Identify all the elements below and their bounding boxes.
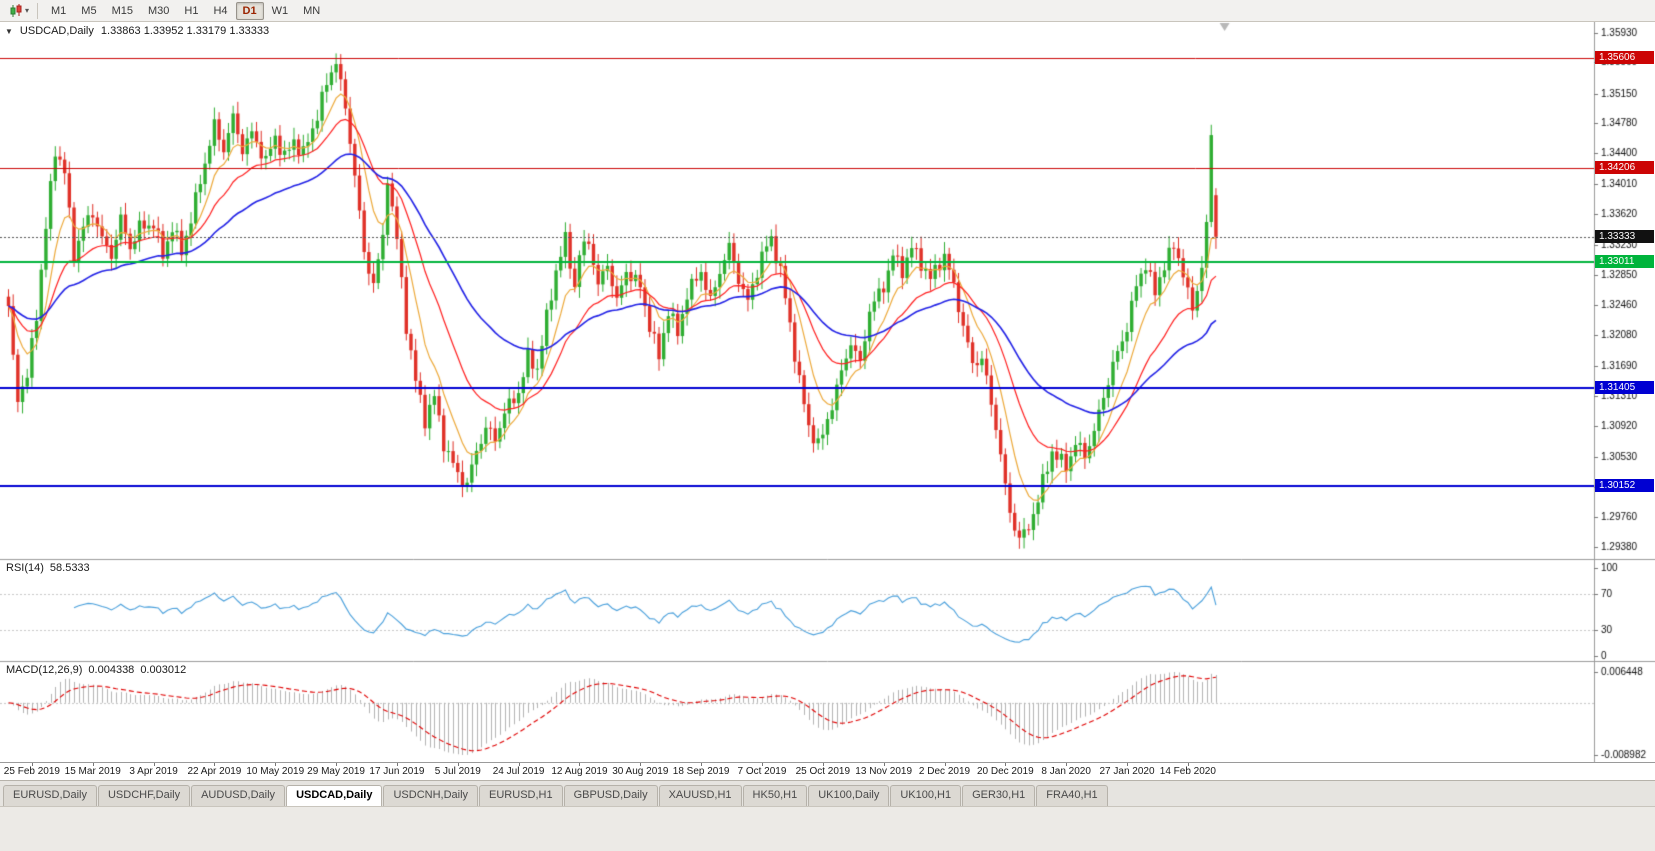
chart-tab-ger30-h1[interactable]: GER30,H1	[962, 785, 1036, 806]
chart-ohlc-values: 1.33863 1.33952 1.33179 1.33333	[100, 25, 270, 37]
date-tick-label: 18 Sep 2019	[672, 766, 730, 777]
chart-area: ▼ USDCAD,Daily 1.33863 1.33952 1.33179 1…	[0, 22, 1655, 762]
chart-tool-dropdown[interactable]: ▾	[5, 2, 33, 20]
price-chart-canvas[interactable]	[0, 22, 1655, 762]
status-bar	[0, 806, 1655, 851]
chart-tab-uk100-daily[interactable]: UK100,Daily	[808, 785, 890, 806]
candlestick-chart-icon	[10, 3, 22, 17]
timeframe-button-m1[interactable]: M1	[51, 4, 67, 17]
chart-tab-eurusd-daily[interactable]: EURUSD,Daily	[3, 785, 97, 806]
price-line-badge[interactable]: 1.30152	[1595, 479, 1654, 493]
date-tick-mark	[214, 763, 215, 766]
date-tick-mark	[336, 763, 337, 766]
date-tick-mark	[519, 763, 520, 766]
date-tick-mark	[154, 763, 155, 766]
date-tick-label: 24 Jul 2019	[492, 766, 545, 777]
timeframe-button-w1[interactable]: W1	[271, 4, 289, 17]
timeframe-button-m5[interactable]: M5	[81, 4, 97, 17]
timeframe-button-mn[interactable]: MN	[303, 4, 321, 17]
date-tick-label: 13 Nov 2019	[855, 766, 913, 777]
date-tick-mark	[275, 763, 276, 766]
date-tick-mark	[640, 763, 641, 766]
chart-tabs-bar: EURUSD,Daily USDCHF,Daily AUDUSD,Daily USDC…	[0, 780, 1655, 806]
date-tick-label: 3 Apr 2019	[129, 766, 178, 777]
date-tick-mark	[458, 763, 459, 766]
price-line-badge[interactable]: 1.33011	[1595, 255, 1654, 269]
date-tick-mark	[1188, 763, 1189, 766]
date-tick-label: 30 Aug 2019	[612, 766, 669, 777]
time-axis[interactable]: 25 Feb 2019 15 Mar 2019 3 Apr 2019 22 Apr 2…	[0, 762, 1655, 780]
price-line-badge[interactable]: 1.31405	[1595, 381, 1654, 395]
date-tick-label: 8 Jan 2020	[1041, 766, 1091, 777]
rsi-indicator-label: RSI(14) 58.5333	[6, 562, 90, 574]
chart-tab-usdcad-daily[interactable]: USDCAD,Daily	[286, 785, 383, 806]
collapse-chart-icon[interactable]: ▼	[5, 26, 13, 36]
date-tick-label: 10 May 2019	[246, 766, 305, 777]
toolbar-separator	[37, 2, 39, 19]
date-tick-mark	[1005, 763, 1006, 766]
chart-tab-usdchf-daily[interactable]: USDCHF,Daily	[97, 785, 191, 806]
chart-tab-usdcnh-daily[interactable]: USDCNH,Daily	[383, 785, 479, 806]
date-tick-label: 7 Oct 2019	[737, 766, 787, 777]
date-tick-mark	[945, 763, 946, 766]
date-tick-label: 22 Apr 2019	[187, 766, 242, 777]
date-tick-label: 2 Dec 2019	[918, 766, 971, 777]
date-tick-label: 27 Jan 2020	[1099, 766, 1155, 777]
macd-name: MACD(12,26,9)	[6, 664, 83, 676]
date-tick-label: 20 Dec 2019	[976, 766, 1034, 777]
chart-ohlc-header: ▼ USDCAD,Daily 1.33863 1.33952 1.33179 1…	[5, 25, 269, 37]
toolbar: ▾ M1 M5 M15 M30 H1 H4 D1 W1 MN	[0, 0, 1655, 22]
date-tick-mark	[884, 763, 885, 766]
timeframe-button-h4[interactable]: H4	[213, 4, 228, 17]
date-tick-label: 17 Jun 2019	[369, 766, 425, 777]
price-line-badge[interactable]: 1.34206	[1595, 161, 1654, 175]
date-tick-mark	[579, 763, 580, 766]
date-tick-label: 25 Oct 2019	[795, 766, 851, 777]
date-tick-label: 5 Jul 2019	[434, 766, 481, 777]
timeframe-buttons: M1 M5 M15 M30 H1 H4 D1 W1 MN	[44, 1, 327, 20]
date-tick-mark	[701, 763, 702, 766]
date-tick-mark	[1066, 763, 1067, 766]
date-tick-label: 15 Mar 2019	[64, 766, 121, 777]
chart-symbol-label: USDCAD,Daily	[19, 25, 94, 37]
date-tick-mark	[1127, 763, 1128, 766]
date-tick-label: 25 Feb 2019	[3, 766, 60, 777]
macd-indicator-label: MACD(12,26,9) 0.004338 0.003012	[6, 664, 186, 676]
date-tick-mark	[32, 763, 33, 766]
timeframe-button-m15[interactable]: M15	[111, 4, 133, 17]
chart-tab-hk50-h1[interactable]: HK50,H1	[742, 785, 808, 806]
rsi-current-value: 58.5333	[49, 562, 90, 574]
chart-tab-audusd-daily[interactable]: AUDUSD,Daily	[191, 785, 286, 806]
price-line-badge[interactable]: 1.35606	[1595, 51, 1654, 65]
date-tick-mark	[762, 763, 763, 766]
timeframe-button-h1[interactable]: H1	[184, 4, 199, 17]
rsi-name: RSI(14)	[6, 562, 44, 574]
macd-signal-value: 0.003012	[140, 664, 187, 676]
chart-tab-fra40-h1[interactable]: FRA40,H1	[1036, 785, 1108, 806]
chevron-down-icon: ▾	[25, 6, 30, 15]
date-tick-label: 14 Feb 2020	[1159, 766, 1216, 777]
chart-tab-gbpusd-daily[interactable]: GBPUSD,Daily	[563, 785, 658, 806]
date-tick-mark	[823, 763, 824, 766]
date-tick-mark	[397, 763, 398, 766]
chart-tab-uk100-h1[interactable]: UK100,H1	[890, 785, 962, 806]
current-price-badge: 1.33333	[1595, 229, 1654, 243]
timeframe-button-d1[interactable]: D1	[235, 1, 264, 20]
date-tick-label: 29 May 2019	[307, 766, 366, 777]
chart-tab-xauusd-h1[interactable]: XAUUSD,H1	[658, 785, 742, 806]
date-tick-label: 12 Aug 2019	[551, 766, 608, 777]
date-tick-mark	[93, 763, 94, 766]
macd-main-value: 0.004338	[88, 664, 135, 676]
timeframe-button-m30[interactable]: M30	[147, 4, 170, 17]
chart-tab-eurusd-h1[interactable]: EURUSD,H1	[479, 785, 563, 806]
